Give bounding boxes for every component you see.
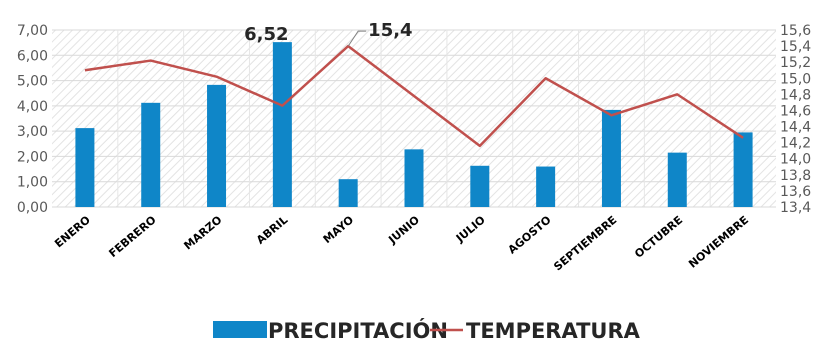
right-tick-label: 15,2 <box>780 55 811 71</box>
right-tick-label: 15,6 <box>780 23 811 39</box>
right-tick-label: 15,0 <box>780 71 811 87</box>
category-labels: ENERO FEBRERO MARZO ABRIL MAYO JUNIO JULIO AGOS… <box>52 213 751 273</box>
category-label: JUNIO <box>385 213 421 247</box>
bar-enero <box>75 128 95 207</box>
left-axis: 0,00 1,00 2,00 3,00 4,00 5,00 6,00 7,00 <box>17 23 48 216</box>
legend: PRECIPITACIÓN TEMPERATURA <box>213 318 641 343</box>
category-label: OCTUBRE <box>632 213 685 260</box>
bar-noviembre <box>733 132 753 207</box>
right-tick-label: 13,8 <box>780 168 811 184</box>
category-label: SEPTIEMBRE <box>551 213 619 273</box>
right-tick-label: 14,6 <box>780 103 811 119</box>
category-label: MARZO <box>181 213 224 252</box>
right-axis: 13,413,613,814,014,214,414,614,815,015,2… <box>780 23 811 216</box>
right-tick-label: 13,4 <box>780 200 811 216</box>
category-label: NOVIEMBRE <box>686 213 751 270</box>
callouts: 6,52 15,4 <box>244 20 413 47</box>
right-tick-label: 14,0 <box>780 152 811 168</box>
legend-precipitation-swatch <box>213 321 267 338</box>
left-tick-label: 5,00 <box>17 74 48 90</box>
legend-precipitation-label: PRECIPITACIÓN <box>268 318 448 343</box>
right-tick-label: 15,4 <box>780 39 811 55</box>
right-tick-label: 14,2 <box>780 136 811 152</box>
left-tick-label: 4,00 <box>17 99 48 115</box>
callout-line-max: 15,4 <box>368 20 412 41</box>
right-tick-label: 13,6 <box>780 184 811 200</box>
bar-septiembre <box>601 109 621 207</box>
bar-julio <box>470 165 490 207</box>
category-label: MAYO <box>321 213 356 246</box>
bar-junio <box>404 149 424 207</box>
right-tick-label: 14,8 <box>780 87 811 103</box>
bar-octubre <box>667 152 687 207</box>
callout-bar-max: 6,52 <box>244 24 288 45</box>
bar-abril <box>272 42 292 207</box>
left-tick-label: 1,00 <box>17 175 48 191</box>
temperature-line-group <box>84 44 744 148</box>
category-label: FEBRERO <box>106 213 158 260</box>
temperature-line <box>84 44 744 148</box>
category-label: ENERO <box>52 213 93 250</box>
left-tick-label: 6,00 <box>17 48 48 64</box>
right-tick-label: 14,4 <box>780 120 811 136</box>
left-tick-label: 0,00 <box>17 200 48 216</box>
bar-febrero <box>141 102 161 207</box>
category-label: ABRIL <box>254 213 290 246</box>
callout-leader-line <box>347 30 367 47</box>
left-tick-label: 3,00 <box>17 124 48 140</box>
left-tick-label: 7,00 <box>17 23 48 39</box>
category-label: JULIO <box>453 213 488 245</box>
bar-marzo <box>207 84 227 207</box>
precipitation-bars <box>75 42 753 207</box>
bar-mayo <box>338 179 358 207</box>
left-tick-label: 2,00 <box>17 149 48 165</box>
category-label: AGOSTO <box>506 213 554 256</box>
bar-agosto <box>536 166 556 207</box>
legend-temperature-label: TEMPERATURA <box>466 319 641 343</box>
